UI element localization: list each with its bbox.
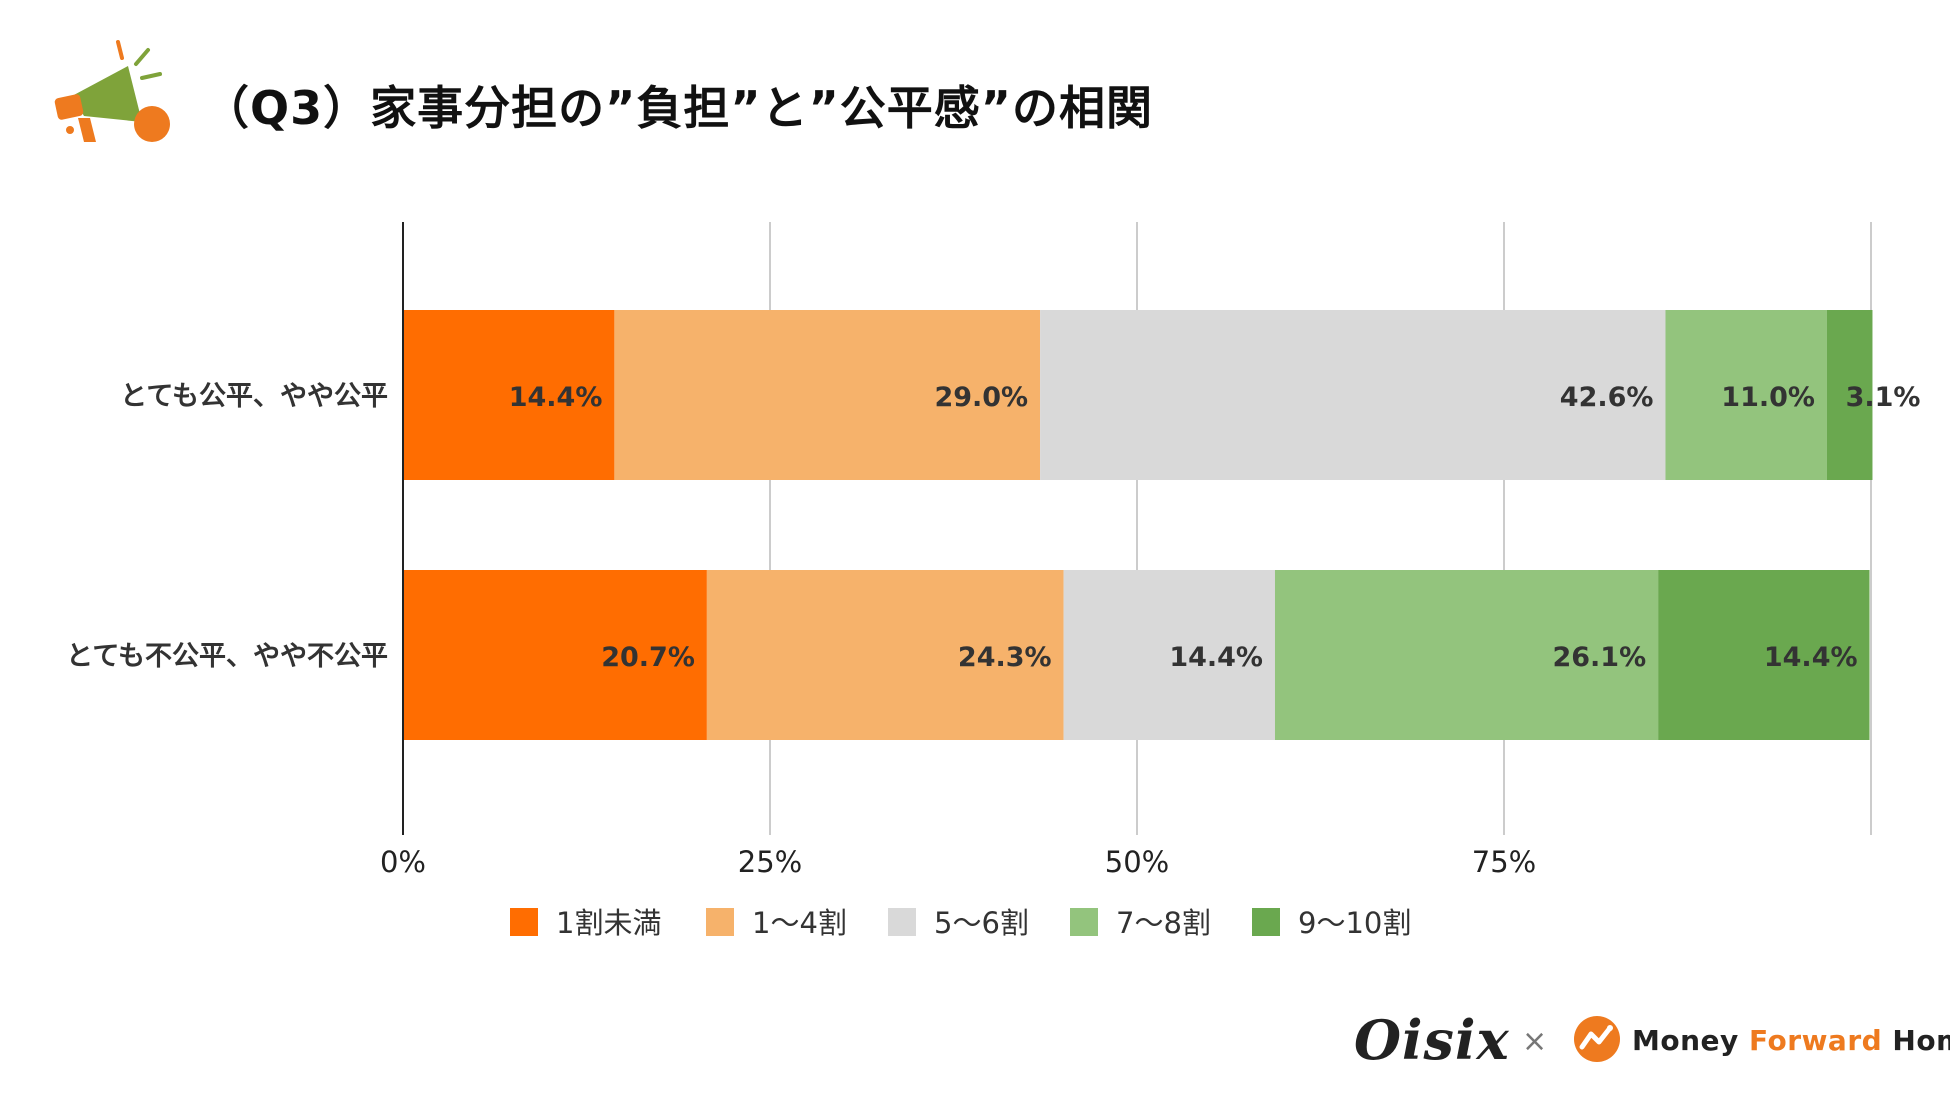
logo-mf-part-1: Money: [1632, 1024, 1750, 1057]
bar-segment: [614, 310, 1041, 480]
data-label: 11.0%: [1721, 382, 1815, 413]
category-label: とても不公平、やや不公平: [66, 641, 388, 672]
bar-segment: [1063, 570, 1275, 740]
category-label: とても公平、やや公平: [120, 381, 388, 412]
x-tick-label: 50%: [1105, 845, 1169, 879]
logo-mf-part-3: Home: [1892, 1024, 1950, 1057]
bar-segment: [1665, 310, 1827, 480]
label-layer: 14.4% 29.0% 42.6% 11.0% 3.1% 20.7% 24.3% 14.4% 2…: [509, 382, 1921, 673]
data-label: 14.4%: [1169, 642, 1263, 673]
header: （Q3）家事分担の”負担”と”公平感”の相関: [0, 0, 1950, 170]
footer-logos: Oisix × Money Forward Home: [1340, 1000, 1950, 1080]
legend-label: 5〜6割: [934, 906, 1029, 940]
logo-separator: ×: [1522, 1024, 1548, 1059]
data-label: 42.6%: [1560, 382, 1654, 413]
legend-swatch: [1070, 908, 1098, 936]
bar-segment: [1040, 310, 1666, 480]
bar-segment: [1658, 570, 1870, 740]
data-label: 26.1%: [1552, 642, 1646, 673]
x-tick-label: 75%: [1472, 845, 1536, 879]
bar-layer: [403, 310, 1873, 740]
legend-swatch: [1252, 908, 1280, 936]
legend-swatch: [510, 908, 538, 936]
legend-swatch: [888, 908, 916, 936]
bar-segment: [1826, 310, 1873, 480]
legend-label: 1〜4割: [752, 906, 847, 940]
legend-swatch: [706, 908, 734, 936]
data-label: 29.0%: [934, 382, 1028, 413]
legend-layer: 1割未満 1〜4割 5〜6割 7〜8割 9〜10割: [510, 906, 1411, 940]
data-label: 14.4%: [1764, 642, 1858, 673]
data-label: 14.4%: [509, 382, 603, 413]
money-forward-mark-icon: [1574, 1016, 1620, 1062]
x-tick-label: 25%: [738, 845, 802, 879]
legend-label: 7〜8割: [1116, 906, 1211, 940]
data-label: 3.1%: [1846, 382, 1921, 413]
bar-segment: [1274, 570, 1659, 740]
megaphone-icon: [54, 40, 170, 142]
legend-label: 9〜10割: [1298, 906, 1411, 940]
logo-mf-part-2: Forward: [1749, 1024, 1883, 1057]
bar-segment: [403, 570, 707, 740]
bar-segment: [706, 570, 1064, 740]
page-title: （Q3）家事分担の”負担”と”公平感”の相関: [203, 81, 1154, 135]
oisix-logo: Oisix: [1354, 1008, 1510, 1072]
money-forward-home-logo: Money Forward Home: [1632, 1024, 1950, 1057]
bar-segment: [403, 310, 615, 480]
data-label: 24.3%: [958, 642, 1052, 673]
data-label: 20.7%: [601, 642, 695, 673]
legend-label: 1割未満: [556, 906, 661, 940]
x-tick-label: 0%: [380, 845, 426, 879]
